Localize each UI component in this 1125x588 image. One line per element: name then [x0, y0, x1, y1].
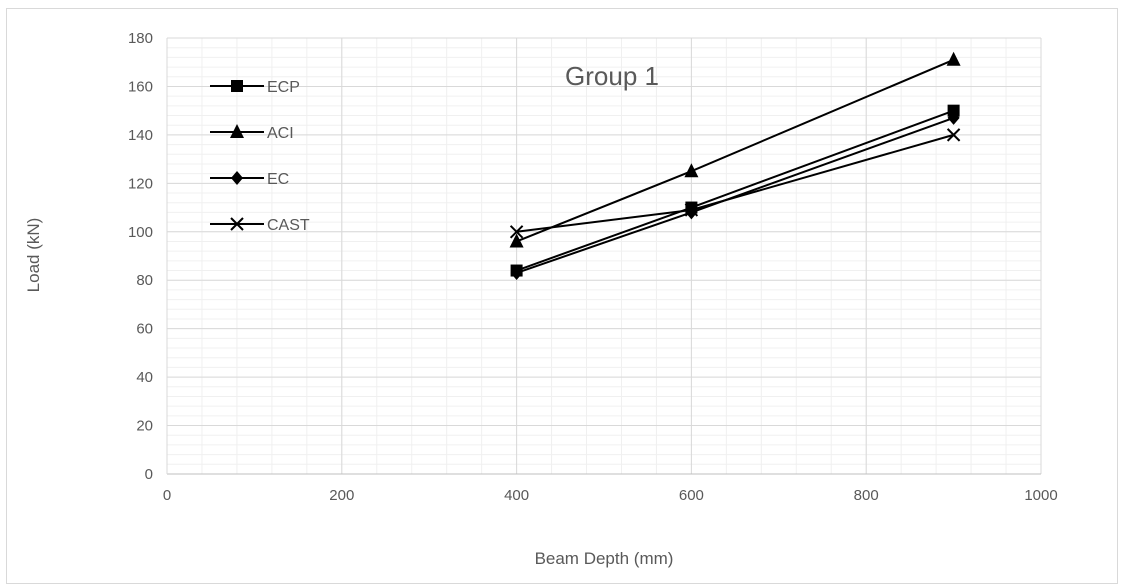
x-axis-title: Beam Depth (mm)	[535, 549, 674, 568]
y-tick-label: 80	[136, 272, 153, 289]
legend-item-aci: ACI	[210, 124, 294, 142]
legend-label-ec: EC	[267, 171, 289, 188]
legend-marker-ecp	[231, 80, 243, 92]
y-tick-label: 140	[128, 127, 153, 144]
minor-gridlines	[166, 37, 1042, 475]
data-point-ec	[947, 110, 960, 125]
legend-item-ecp: ECP	[210, 79, 300, 96]
major-gridlines	[166, 37, 1042, 475]
x-tick-label: 1000	[1024, 487, 1057, 504]
legend-label-aci: ACI	[267, 125, 294, 142]
legend-label-cast: CAST	[267, 217, 310, 234]
y-tick-label: 180	[128, 30, 153, 47]
legend-marker-cast	[230, 217, 244, 231]
y-tick-label: 60	[136, 321, 153, 338]
legend-item-cast: CAST	[210, 217, 310, 234]
y-axis-title: Load (kN)	[24, 218, 43, 293]
chart-title: Group 1	[565, 61, 659, 91]
x-tick-label: 200	[329, 487, 354, 504]
y-tick-label: 20	[136, 418, 153, 435]
x-marker-stroke	[946, 128, 961, 142]
x-tick-label: 600	[679, 487, 704, 504]
legend: ECP ACI EC CAST	[210, 79, 310, 234]
chart-area: 0 200 400 600 800 1000 0 20 40 60 80 100 120 140 160 18…	[6, 8, 1118, 584]
y-tick-label: 40	[136, 369, 153, 386]
x-marker-stroke	[509, 225, 524, 239]
x-tick-label: 800	[854, 487, 879, 504]
data-point-aci	[946, 51, 961, 66]
y-tick-label: 100	[128, 224, 153, 241]
legend-item-ec: EC	[210, 171, 289, 188]
data-point-aci	[509, 233, 524, 248]
x-marker-stroke	[684, 203, 699, 217]
legend-marker-aci	[230, 124, 244, 138]
y-tick-label: 120	[128, 175, 153, 192]
x-tick-label: 0	[163, 487, 171, 504]
legend-marker-ec	[231, 171, 243, 185]
line-chart: 0 200 400 600 800 1000 0 20 40 60 80 100 120 140 160 18…	[24, 30, 1058, 568]
tick-labels: 0 200 400 600 800 1000 0 20 40 60 80 100 120 140 160 18…	[128, 30, 1058, 504]
series-layer	[509, 51, 961, 280]
data-point-ecp	[947, 104, 960, 117]
legend-label-ecp: ECP	[267, 79, 300, 96]
series-line-ec	[516, 116, 954, 274]
data-point-cast	[684, 203, 699, 217]
y-tick-label: 160	[128, 78, 153, 95]
data-point-aci	[684, 163, 699, 178]
data-point-cast	[509, 225, 524, 239]
x-tick-label: 400	[504, 487, 529, 504]
data-point-cast	[946, 128, 961, 142]
y-tick-label: 0	[145, 466, 153, 483]
x-marker-stroke	[230, 217, 244, 231]
